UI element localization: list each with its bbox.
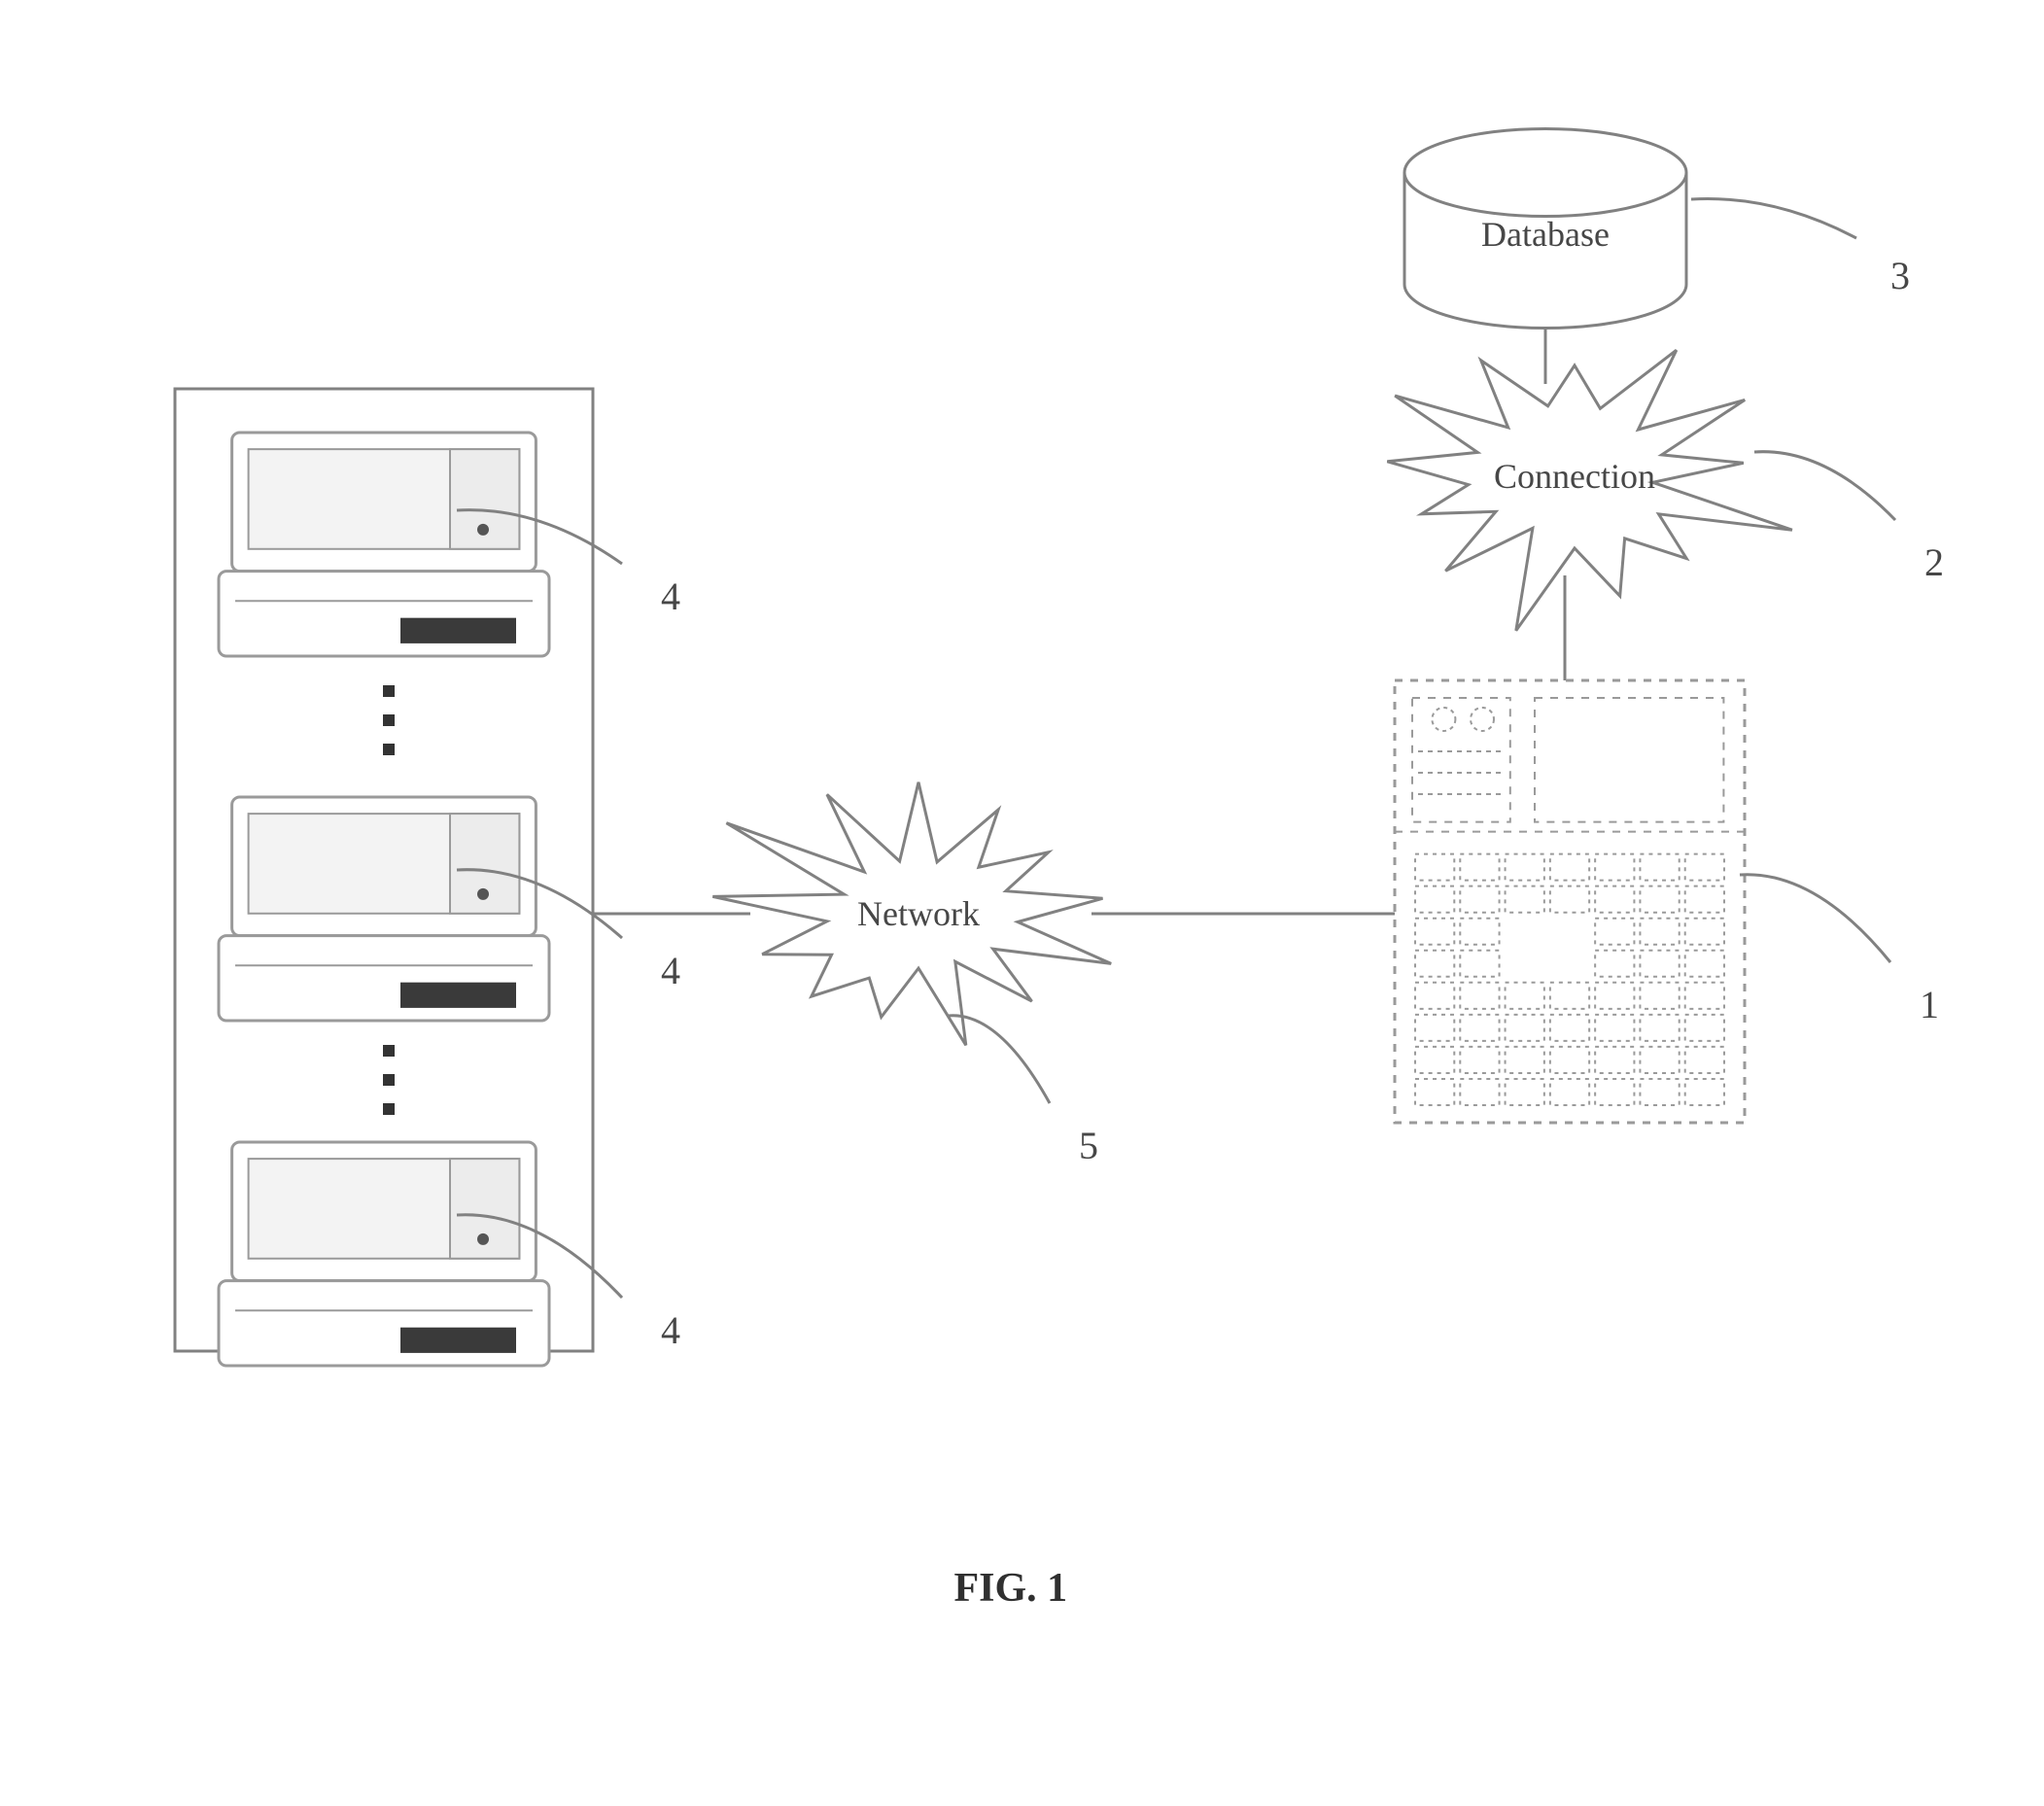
leader-line — [1691, 199, 1856, 239]
reference-number: 2 — [1924, 539, 1944, 585]
laptop-icon — [219, 797, 549, 1021]
ellipsis-dot — [383, 1045, 395, 1057]
ellipsis-dot — [383, 1103, 395, 1115]
laptop-icon — [219, 433, 549, 656]
server-icon — [1395, 680, 1745, 1123]
reference-number: 5 — [1079, 1123, 1098, 1168]
figure-caption: FIG. 1 — [954, 1565, 1068, 1612]
ellipsis-dot — [383, 1074, 395, 1086]
figure-canvas — [0, 0, 2044, 1806]
ellipsis-dot — [383, 744, 395, 755]
reference-number: 3 — [1890, 253, 1910, 298]
network-label: Network — [857, 893, 980, 934]
ellipsis-dot — [383, 685, 395, 697]
reference-number: 1 — [1920, 982, 1939, 1027]
laptop-icon — [219, 1142, 549, 1366]
leader-line — [1754, 452, 1895, 520]
reference-number: 4 — [661, 948, 680, 993]
database-label: Database — [1481, 214, 1610, 255]
connection-label: Connection — [1494, 456, 1655, 497]
reference-number: 4 — [661, 573, 680, 619]
reference-number: 4 — [661, 1307, 680, 1353]
leader-line — [1740, 875, 1890, 962]
ellipsis-dot — [383, 714, 395, 726]
